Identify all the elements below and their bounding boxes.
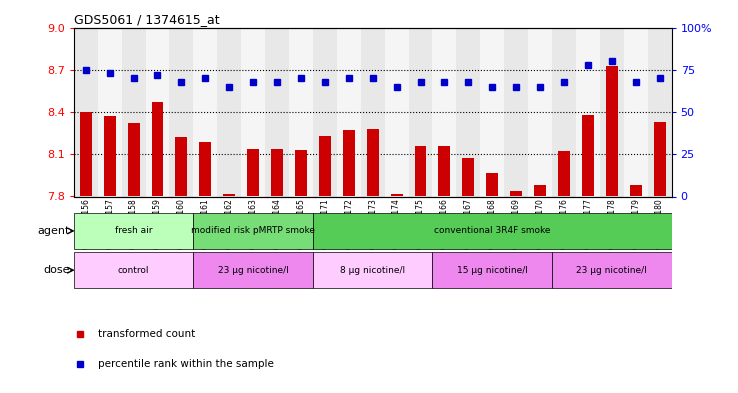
- Bar: [438, 146, 450, 196]
- Bar: [409, 28, 432, 196]
- Bar: [122, 28, 145, 196]
- Bar: [367, 129, 379, 196]
- Bar: [74, 213, 193, 249]
- Bar: [313, 28, 337, 196]
- Bar: [319, 136, 331, 196]
- Bar: [432, 252, 552, 288]
- Bar: [384, 28, 409, 196]
- Bar: [648, 28, 672, 196]
- Text: percentile rank within the sample: percentile rank within the sample: [97, 359, 274, 369]
- Text: 23 μg nicotine/l: 23 μg nicotine/l: [218, 266, 289, 275]
- Bar: [176, 137, 187, 196]
- Text: transformed count: transformed count: [97, 329, 195, 339]
- Bar: [241, 28, 265, 196]
- Bar: [74, 28, 97, 196]
- Bar: [582, 115, 594, 196]
- Bar: [217, 28, 241, 196]
- Bar: [432, 28, 456, 196]
- Text: 23 μg nicotine/l: 23 μg nicotine/l: [576, 266, 647, 275]
- Bar: [576, 28, 600, 196]
- Bar: [510, 191, 523, 196]
- Bar: [295, 150, 307, 196]
- Bar: [193, 252, 313, 288]
- Bar: [224, 194, 235, 196]
- Text: 15 μg nicotine/l: 15 μg nicotine/l: [457, 266, 528, 275]
- Bar: [600, 28, 624, 196]
- Bar: [534, 185, 546, 196]
- Bar: [289, 28, 313, 196]
- Bar: [390, 194, 403, 196]
- Bar: [456, 28, 480, 196]
- Bar: [247, 149, 259, 196]
- Text: modified risk pMRTP smoke: modified risk pMRTP smoke: [191, 226, 315, 235]
- Bar: [265, 28, 289, 196]
- Bar: [528, 28, 552, 196]
- Text: GDS5061 / 1374615_at: GDS5061 / 1374615_at: [74, 13, 219, 26]
- Text: conventional 3R4F smoke: conventional 3R4F smoke: [434, 226, 551, 235]
- Bar: [654, 122, 666, 196]
- Bar: [74, 252, 193, 288]
- Bar: [552, 252, 672, 288]
- Bar: [337, 28, 361, 196]
- Bar: [103, 116, 116, 196]
- Bar: [128, 123, 139, 196]
- Bar: [170, 28, 193, 196]
- Bar: [361, 28, 384, 196]
- Bar: [97, 28, 122, 196]
- Bar: [480, 28, 504, 196]
- Bar: [486, 173, 498, 196]
- Bar: [80, 112, 92, 196]
- Text: dose: dose: [44, 265, 70, 275]
- Text: agent: agent: [38, 226, 70, 236]
- Bar: [193, 213, 313, 249]
- Text: 8 μg nicotine/l: 8 μg nicotine/l: [340, 266, 405, 275]
- Bar: [193, 28, 217, 196]
- Bar: [313, 213, 672, 249]
- Bar: [145, 28, 170, 196]
- Bar: [415, 146, 427, 196]
- Bar: [343, 130, 355, 196]
- Bar: [552, 28, 576, 196]
- Bar: [463, 158, 475, 196]
- Bar: [199, 141, 211, 196]
- Bar: [624, 28, 648, 196]
- Bar: [271, 149, 283, 196]
- Bar: [313, 252, 432, 288]
- Bar: [504, 28, 528, 196]
- Text: fresh air: fresh air: [115, 226, 152, 235]
- Bar: [151, 102, 164, 196]
- Bar: [558, 151, 570, 196]
- Bar: [606, 66, 618, 196]
- Text: control: control: [118, 266, 149, 275]
- Bar: [630, 185, 642, 196]
